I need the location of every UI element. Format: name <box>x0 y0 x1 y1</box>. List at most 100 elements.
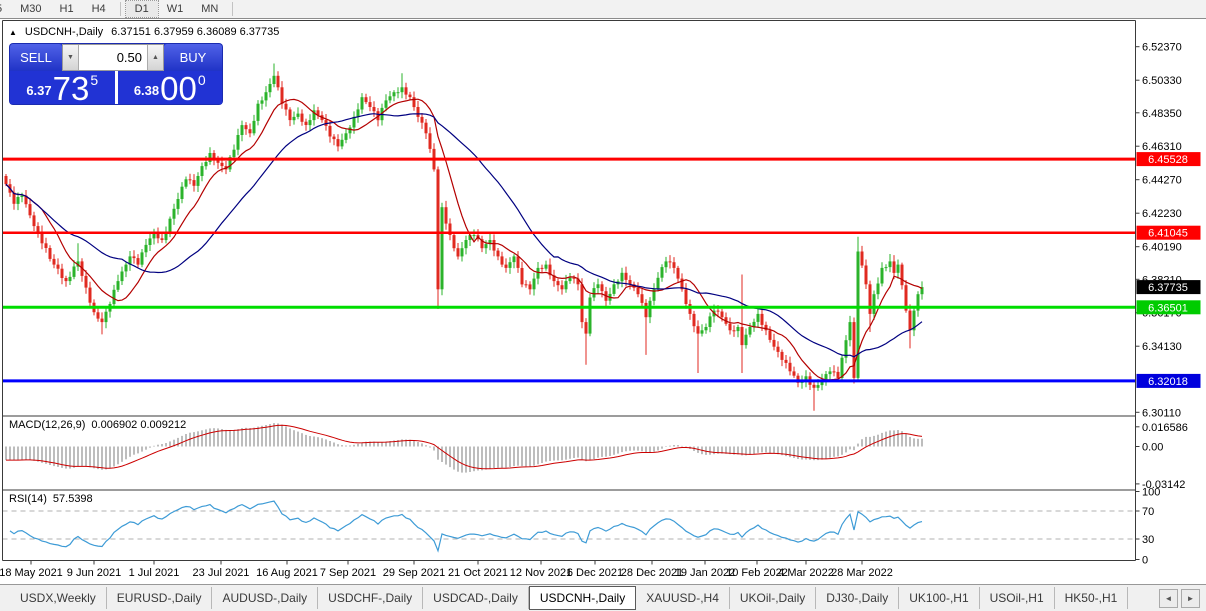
svg-text:6.40190: 6.40190 <box>1142 242 1182 254</box>
svg-text:6.36501: 6.36501 <box>1148 302 1188 314</box>
horizontal-level-lines[interactable] <box>2 157 1136 383</box>
svg-text:9 Jun 2021: 9 Jun 2021 <box>67 567 121 579</box>
svg-text:6.32018: 6.32018 <box>1148 376 1188 388</box>
timeframe-h4-button[interactable]: H4 <box>91 3 106 15</box>
volume-input[interactable]: 0.50 <box>79 45 147 70</box>
tab-scroll-left-icon[interactable]: ◄ <box>1159 588 1178 608</box>
chevron-up-icon: ▲ <box>152 54 159 61</box>
toolbar-separator <box>232 2 234 16</box>
svg-text:6.50330: 6.50330 <box>1142 75 1182 87</box>
sell-price-display[interactable]: 6.37 73 5 <box>10 70 115 107</box>
svg-text:1 Jul 2021: 1 Jul 2021 <box>129 567 180 579</box>
svg-text:6.48350: 6.48350 <box>1142 108 1182 120</box>
tab-dj30-daily[interactable]: DJ30-,Daily <box>816 587 900 609</box>
collapse-panel-icon[interactable]: ▲ <box>9 27 17 37</box>
tab-xauusd-h4[interactable]: XAUUSD-,H4 <box>636 587 730 609</box>
svg-text:16 Aug 2021: 16 Aug 2021 <box>256 567 318 579</box>
svg-text:6.34130: 6.34130 <box>1142 341 1182 353</box>
chevron-down-icon: ▼ <box>67 54 74 61</box>
timeframe-h1-button[interactable]: H1 <box>59 3 74 15</box>
sell-price-prefix: 6.37 <box>26 83 52 98</box>
tab-usoil-h1[interactable]: USOil-,H1 <box>980 587 1055 609</box>
chart-ohlc-quote: 6.37151 6.37959 6.36089 6.37735 <box>111 26 280 38</box>
svg-text:30: 30 <box>1142 534 1154 546</box>
one-click-trading-panel: SELL ▼ 0.50 ▲ BUY 6.37 73 5 6.38 00 0 <box>10 44 222 107</box>
timeframe-d1-button[interactable]: D1 <box>124 0 159 18</box>
rsi-indicator-label: RSI(14) 57.5398 <box>9 493 93 505</box>
volume-decrease-button[interactable]: ▼ <box>63 45 79 70</box>
toolbar-separator <box>119 2 121 16</box>
svg-text:6.37735: 6.37735 <box>1148 282 1188 294</box>
svg-text:19 Jan 2022: 19 Jan 2022 <box>675 567 736 579</box>
rsi-value: 57.5398 <box>52 493 93 505</box>
timeframe-m5-button[interactable]: 5 <box>0 1 11 17</box>
svg-text:6.44270: 6.44270 <box>1142 175 1182 187</box>
svg-text:6.52370: 6.52370 <box>1142 42 1182 54</box>
volume-stepper: ▼ 0.50 ▲ <box>62 44 164 71</box>
sell-price-point: 5 <box>90 72 99 88</box>
macd-name: MACD(12,26,9) <box>9 419 86 431</box>
timeframe-mn-button[interactable]: MN <box>201 3 219 15</box>
chart-symbol-label: USDCNH-,Daily <box>24 26 104 38</box>
buy-price-display[interactable]: 6.38 00 0 <box>117 70 222 107</box>
svg-text:28 Mar 2022: 28 Mar 2022 <box>831 567 893 579</box>
price-chart-canvas[interactable]: 6.52370 6.50330 6.48350 6.46310 6.44270 6.422… <box>0 0 1206 584</box>
svg-text:6.42230: 6.42230 <box>1142 208 1182 220</box>
ma-10-line <box>5 98 923 381</box>
svg-text:12 Nov 2021: 12 Nov 2021 <box>510 567 572 579</box>
pane-borders <box>2 20 1136 561</box>
macd-indicator-label: MACD(12,26,9) 0.006902 0.009212 <box>9 419 186 431</box>
svg-text:0: 0 <box>1142 555 1148 567</box>
svg-text:6.30110: 6.30110 <box>1142 407 1181 419</box>
rsi-name: RSI(14) <box>9 493 47 505</box>
tab-eurusd-daily[interactable]: EURUSD-,Daily <box>107 587 213 609</box>
tab-scroll-controls: ◄ ► <box>1156 588 1200 608</box>
tab-audusd-daily[interactable]: AUDUSD-,Daily <box>212 587 319 609</box>
buy-price-prefix: 6.38 <box>133 83 160 98</box>
sell-button[interactable]: SELL <box>10 44 62 71</box>
svg-text:0.00: 0.00 <box>1142 442 1163 454</box>
buy-price-pips: 00 <box>160 70 197 107</box>
tab-usdcnh-daily[interactable]: USDCNH-,Daily <box>528 586 637 610</box>
svg-text:21 Oct 2021: 21 Oct 2021 <box>448 567 508 579</box>
buy-price-point: 0 <box>197 72 206 88</box>
svg-text:6.45528: 6.45528 <box>1148 154 1188 166</box>
macd-values: 0.006902 0.009212 <box>91 419 187 431</box>
tab-usdcad-daily[interactable]: USDCAD-,Daily <box>423 587 529 609</box>
chart-header: ▲ USDCNH-,Daily 6.37151 6.37959 6.36089 … <box>9 26 279 38</box>
tab-hk50-h1[interactable]: HK50-,H1 <box>1055 587 1129 609</box>
svg-text:0.016586: 0.016586 <box>1142 422 1188 434</box>
svg-text:-0.03142: -0.03142 <box>1142 479 1185 491</box>
price-axis[interactable]: 6.52370 6.50330 6.48350 6.46310 6.44270 6.422… <box>1135 42 1188 567</box>
svg-text:4 Mar 2022: 4 Mar 2022 <box>778 567 834 579</box>
rsi-level-lines <box>2 510 1136 540</box>
tab-uk100-h1[interactable]: UK100-,H1 <box>899 587 980 609</box>
macd-histogram <box>5 423 923 473</box>
volume-increase-button[interactable]: ▲ <box>147 45 163 70</box>
svg-text:23 Jul 2021: 23 Jul 2021 <box>193 567 250 579</box>
svg-text:18 May 2021: 18 May 2021 <box>0 567 63 579</box>
buy-button[interactable]: BUY <box>164 44 222 71</box>
svg-text:28 Dec 2021: 28 Dec 2021 <box>621 567 683 579</box>
date-axis[interactable]: 18 May 2021 9 Jun 2021 1 Jul 2021 23 Jul 20… <box>0 560 893 580</box>
tab-scroll-right-icon[interactable]: ► <box>1181 588 1200 608</box>
svg-text:70: 70 <box>1142 506 1154 518</box>
chart-tab-bar: USDX,Weekly EURUSD-,Daily AUDUSD-,Daily … <box>0 584 1206 611</box>
timeframe-m30-button[interactable]: M30 <box>20 3 42 15</box>
svg-text:7 Sep 2021: 7 Sep 2021 <box>320 567 376 579</box>
candles-layer <box>4 63 924 411</box>
tab-ukoil-daily[interactable]: UKOil-,Daily <box>730 587 817 609</box>
price-axis-badges: 6.45528 6.41045 6.37735 6.36501 6.32018 <box>1136 152 1201 388</box>
svg-text:29 Sep 2021: 29 Sep 2021 <box>383 567 445 579</box>
svg-text:6.46310: 6.46310 <box>1142 141 1182 153</box>
svg-text:10 Feb 2022: 10 Feb 2022 <box>726 567 788 579</box>
rsi-line <box>9 500 923 553</box>
svg-text:6 Dec 2021: 6 Dec 2021 <box>567 567 623 579</box>
sell-price-pips: 73 <box>52 70 90 107</box>
tab-usdchf-daily[interactable]: USDCHF-,Daily <box>318 587 424 609</box>
timeframe-w1-button[interactable]: W1 <box>166 3 184 15</box>
macd-signal-line <box>6 424 923 470</box>
tab-usdx-weekly[interactable]: USDX,Weekly <box>10 587 107 609</box>
timeframe-toolbar: 5 M30 H1 H4 D1 W1 MN <box>0 0 1206 19</box>
ma-30-line <box>5 113 923 358</box>
